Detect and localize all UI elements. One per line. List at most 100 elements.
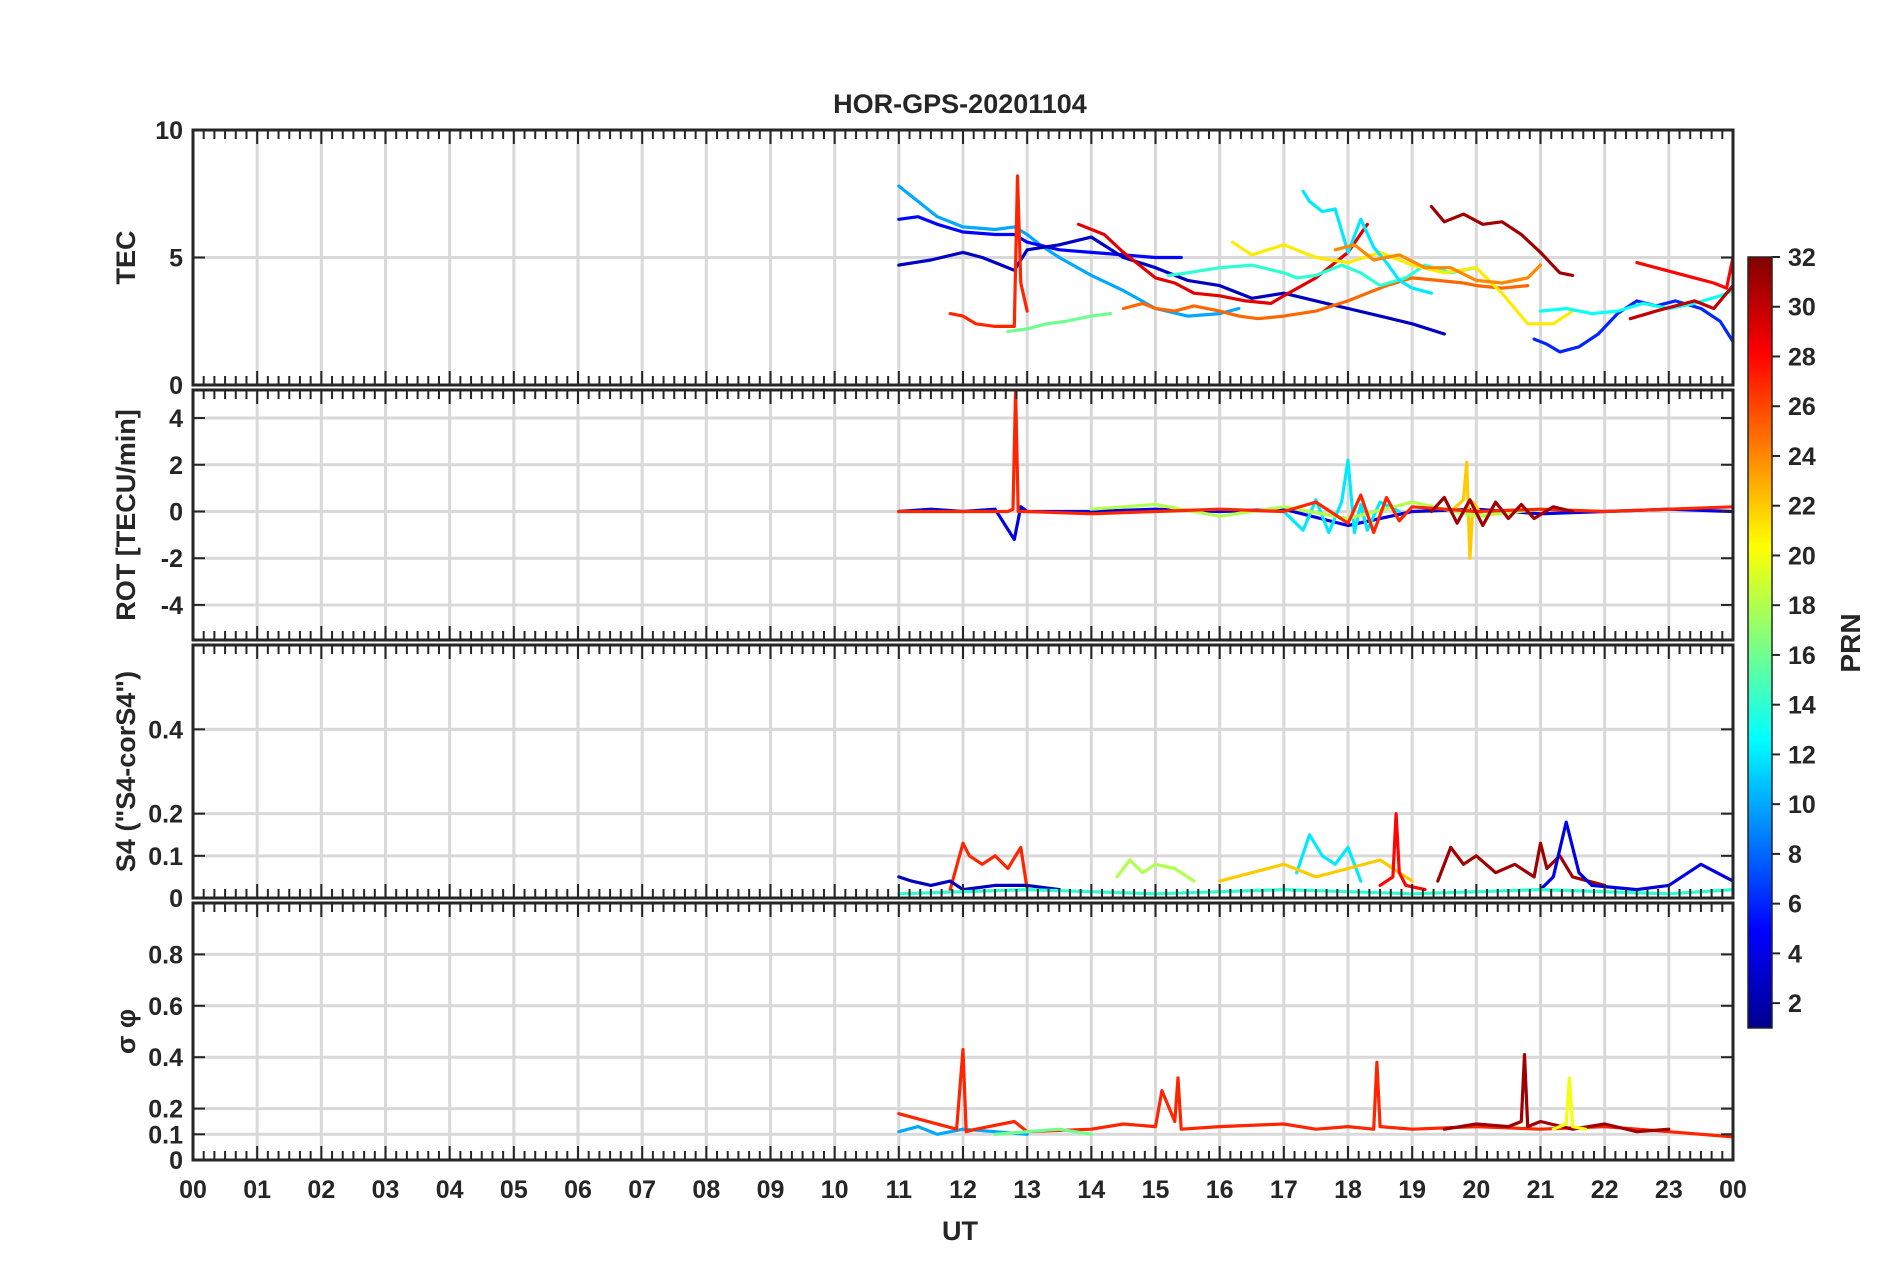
colorbar-label: PRN: [1835, 613, 1866, 672]
series-line-prn-20: [1551, 1076, 1587, 1131]
series-line-prn-10: [897, 1125, 1029, 1136]
y-tick-label: 5: [169, 245, 183, 273]
panel-tec: 10 5 0 TEC: [111, 117, 1735, 400]
x-tick-label: 04: [436, 1176, 464, 1204]
series-group: [897, 174, 1733, 354]
series-line-prn-3: [897, 875, 1061, 892]
x-tick-label: 16: [1206, 1176, 1234, 1204]
series-line-prn-31: [1442, 1053, 1671, 1134]
series-line-prn-18: [1115, 858, 1196, 883]
series-line-prn-25: [1121, 276, 1530, 321]
y-tick-label: 0.4: [148, 1044, 183, 1072]
series-line-prn-28: [1635, 255, 1733, 290]
colorbar-tick-label: 26: [1788, 393, 1816, 421]
x-tick-label: 10: [821, 1176, 849, 1204]
y-tick-label: 0: [169, 885, 183, 913]
series-line-prn-4: [1538, 820, 1733, 892]
y-tick-label: 0.6: [148, 993, 183, 1021]
y-tick-label: 0.2: [148, 801, 183, 829]
y-tick-label: 0.1: [148, 843, 183, 871]
series-line-prn-21: [1230, 240, 1575, 326]
x-tick-label: 09: [757, 1176, 785, 1204]
panel-frame: [191, 643, 1735, 900]
x-tick-label: 03: [372, 1176, 400, 1204]
series-line-prn-29: [1076, 222, 1369, 305]
y-tick-label: 0: [169, 498, 183, 526]
x-tick-label: 18: [1334, 1176, 1362, 1204]
series-line-prn-27: [897, 390, 1733, 535]
x-tick-label: 23: [1655, 1176, 1683, 1204]
y-tick-label: -2: [161, 545, 183, 573]
y-tick-label: 0.8: [148, 941, 183, 969]
x-tick-label: 01: [243, 1176, 271, 1204]
colorbar-tick-label: 6: [1788, 891, 1802, 919]
series-line-prn-31: [1429, 495, 1575, 528]
x-tick-label: 14: [1077, 1176, 1105, 1204]
y-axis-label: S4 ("S4-corS4"): [111, 671, 141, 872]
x-tick-label: 17: [1270, 1176, 1298, 1204]
series-line-prn-24: [1333, 243, 1543, 285]
x-tick-label: 02: [307, 1176, 335, 1204]
y-tick-label: 2: [169, 452, 183, 480]
colorbar-tick-label: 30: [1788, 294, 1816, 322]
series-line-prn-30: [1628, 284, 1733, 321]
panel-rot: 4 2 0 -2 -4 ROT [TECU/min]: [111, 388, 1735, 642]
series-line-prn-31: [1436, 841, 1607, 887]
panel-s4: 0.4 0.2 0.1 0 S4 ("S4-corS4"): [111, 643, 1735, 913]
series-line-prn-3: [897, 235, 1446, 336]
y-tick-label: 0: [169, 372, 183, 400]
x-tick-label: 22: [1591, 1176, 1619, 1204]
panel-sigma_phi: 0.8 0.6 0.4 0.20.10 σ φ: [111, 901, 1735, 1175]
series-line-prn-13: [1538, 289, 1733, 316]
series-line-prn-28: [1378, 812, 1427, 892]
y-tick-label: -4: [161, 592, 183, 620]
x-tick-label: 21: [1527, 1176, 1555, 1204]
y-tick-label: 0: [169, 1147, 183, 1175]
colorbar-tick-label: 10: [1788, 791, 1816, 819]
x-tick-label: 15: [1142, 1176, 1170, 1204]
colorbar-tick-label: 32: [1788, 244, 1816, 272]
colorbar-tick-label: 8: [1788, 841, 1802, 869]
panel-frame: [191, 901, 1735, 1162]
series-line-prn-31: [1429, 204, 1575, 277]
series-group: [897, 812, 1733, 896]
colorbar-tick-label: 20: [1788, 542, 1816, 570]
series-group: [897, 1047, 1733, 1139]
series-line-prn-16: [1006, 312, 1113, 333]
colorbar-tick-label: 28: [1788, 343, 1816, 371]
x-tick-label: 00: [1719, 1176, 1747, 1204]
series-line-prn-5: [897, 215, 1183, 260]
series-line-prn-18: [1089, 500, 1543, 521]
colorbar-tick-label: 22: [1788, 493, 1816, 521]
x-tick-label: 05: [500, 1176, 528, 1204]
x-tick-label: 07: [628, 1176, 656, 1204]
y-axis-label: TEC: [111, 231, 141, 285]
colorbar-tick-label: 14: [1788, 692, 1816, 720]
x-tick-label: 19: [1398, 1176, 1426, 1204]
x-axis-label: UT: [942, 1216, 978, 1246]
y-tick-label: 0.2: [148, 1096, 183, 1124]
x-tick-label: 06: [564, 1176, 592, 1204]
chart-title: HOR-GPS-20201104: [833, 89, 1087, 119]
y-tick-label: 10: [155, 117, 183, 145]
series-line-prn-12: [1295, 833, 1363, 883]
series-line-prn-27: [948, 841, 1029, 892]
y-axis-label: σ φ: [111, 1009, 141, 1054]
x-tick-label: 20: [1462, 1176, 1490, 1204]
series-line-prn-16: [993, 1127, 1093, 1136]
colorbar-tick-label: 12: [1788, 741, 1816, 769]
y-axis-label: ROT [TECU/min]: [111, 409, 141, 620]
colorbar-gradient: [1747, 256, 1773, 1029]
series-group: [897, 390, 1733, 560]
x-tick-label: 00: [179, 1176, 207, 1204]
series-line-prn-12: [1301, 189, 1433, 295]
x-tick-label: 08: [692, 1176, 720, 1204]
series-line-prn-27: [948, 174, 1029, 328]
colorbar-tick-label: 18: [1788, 592, 1816, 620]
panel-frame: [191, 388, 1735, 642]
colorbar-tick-label: 2: [1788, 990, 1802, 1018]
